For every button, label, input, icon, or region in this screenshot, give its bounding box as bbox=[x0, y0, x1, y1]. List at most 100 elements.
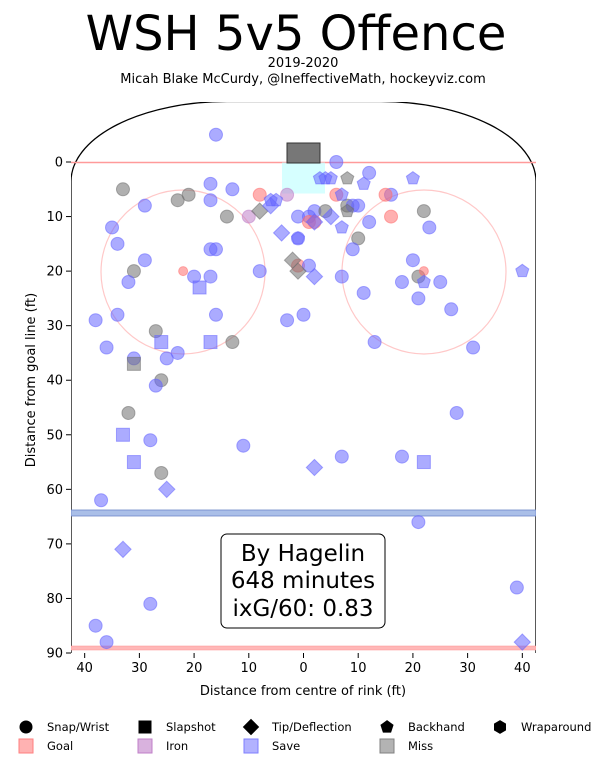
annotation-box: By Hagelin 648 minutes ixG/60: 0.83 bbox=[220, 533, 386, 629]
legend-label-square: Slapshot bbox=[166, 720, 216, 734]
shot-marker-miss bbox=[181, 187, 196, 202]
shot-marker-save bbox=[114, 540, 132, 559]
shot-marker-save bbox=[99, 340, 114, 355]
x-tick-label: 30 bbox=[131, 661, 148, 676]
shot-marker-save bbox=[334, 449, 349, 464]
y-tick-label: 30 bbox=[46, 319, 63, 334]
shot-marker-save bbox=[157, 480, 176, 499]
y-tick-label: 70 bbox=[46, 537, 63, 552]
shot-marker-miss bbox=[115, 182, 130, 197]
shot-marker-save bbox=[422, 220, 437, 235]
shot-marker-goal bbox=[178, 266, 189, 277]
legend-label-save: Save bbox=[272, 739, 300, 753]
y-axis-label: Distance from goal line (ft) bbox=[24, 293, 39, 467]
y-axis-ticks: 0 10 20 30 40 50 60 70 80 90 bbox=[46, 156, 71, 662]
shot-marker-miss bbox=[289, 262, 307, 280]
shot-marker-save bbox=[416, 455, 431, 470]
shot-marker-save bbox=[411, 291, 426, 306]
shot-marker-save bbox=[509, 580, 524, 595]
legend-label-pentagon: Backhand bbox=[408, 720, 465, 734]
legend-label-diamond: Tip/Deflection bbox=[271, 720, 352, 734]
shot-marker-save bbox=[88, 618, 103, 633]
shot-marker-miss bbox=[351, 231, 366, 246]
shot-marker-save bbox=[305, 267, 324, 286]
shot-marker-save bbox=[334, 220, 349, 234]
shot-marker-save bbox=[305, 458, 324, 477]
shot-marker-iron bbox=[280, 187, 295, 202]
y-tick-label: 10 bbox=[46, 210, 63, 225]
shot-marker-save bbox=[110, 236, 125, 251]
x-axis-label: Distance from centre of rink (ft) bbox=[200, 684, 406, 699]
shot-marker-miss bbox=[225, 335, 240, 350]
x-tick-label: 0 bbox=[299, 661, 307, 676]
shot-marker-goal bbox=[378, 187, 393, 202]
shot-marker-save bbox=[236, 438, 251, 453]
shot-marker-miss bbox=[416, 204, 431, 219]
y-tick-label: 50 bbox=[46, 428, 63, 443]
shot-marker-save bbox=[88, 313, 103, 328]
shot-marker-save bbox=[99, 635, 114, 650]
shot-marker-save bbox=[301, 258, 316, 273]
x-tick-label: 40 bbox=[514, 661, 531, 676]
y-tick-label: 0 bbox=[55, 156, 63, 171]
shot-marker-save bbox=[433, 275, 448, 290]
shot-marker-save bbox=[416, 274, 431, 289]
shot-marker-miss bbox=[340, 170, 355, 185]
shot-marker-save bbox=[362, 215, 377, 230]
shot-marker-save bbox=[203, 193, 218, 208]
annotation-minutes: 648 minutes bbox=[231, 568, 375, 594]
annotation-player: By Hagelin bbox=[241, 541, 365, 567]
shot-marker-save bbox=[208, 127, 223, 142]
x-tick-label: 10 bbox=[241, 661, 258, 676]
shot-marker-save bbox=[225, 182, 240, 197]
shot-marker-save bbox=[345, 242, 360, 257]
x-tick-label: 20 bbox=[186, 661, 203, 676]
shot-marker-miss bbox=[126, 264, 141, 279]
shot-marker-miss bbox=[126, 356, 141, 371]
shot-marker-save bbox=[296, 307, 311, 322]
x-tick-label: 30 bbox=[459, 661, 476, 676]
shot-marker-save bbox=[272, 224, 291, 242]
shot-marker-save bbox=[362, 165, 377, 180]
shot-marker-save bbox=[405, 170, 420, 185]
legend: Snap/Wrist Slapshot Tip/Deflection Backhand… bbox=[18, 718, 591, 754]
chart-subtitle: 2019-2020 bbox=[268, 56, 339, 71]
shot-marker-save bbox=[170, 345, 185, 360]
legend-label-circle: Snap/Wrist bbox=[47, 720, 110, 734]
shot-marker-save bbox=[515, 263, 530, 278]
x-tick-label: 10 bbox=[350, 661, 367, 676]
shot-marker-save bbox=[269, 192, 284, 207]
shot-marker-save bbox=[115, 427, 130, 442]
shot-marker-miss bbox=[170, 193, 185, 208]
shot-marker-save bbox=[203, 176, 218, 191]
shot-marker-iron bbox=[241, 209, 256, 224]
shot-marker-save bbox=[334, 269, 349, 284]
shot-marker-goal bbox=[384, 209, 399, 224]
shot-marker-save bbox=[203, 335, 218, 350]
shot-marker-save bbox=[110, 307, 125, 322]
shot-marker-save bbox=[367, 335, 382, 350]
shot-marker-save bbox=[394, 275, 409, 290]
y-tick-label: 40 bbox=[46, 374, 63, 389]
y-tick-label: 20 bbox=[46, 265, 63, 280]
chart-credit: Micah Blake McCurdy, @IneffectiveMath, h… bbox=[120, 72, 486, 87]
shot-marker-miss bbox=[154, 465, 169, 480]
legend-swatch-iron bbox=[137, 738, 153, 754]
shot-marker-save bbox=[323, 170, 338, 185]
legend-hexagon-icon bbox=[494, 720, 506, 734]
legend-label-hexagon: Wraparound bbox=[521, 720, 591, 734]
shot-marker-save bbox=[394, 449, 409, 464]
shot-marker-save bbox=[321, 207, 340, 226]
shot-marker-save bbox=[334, 187, 349, 201]
shot-marker-save bbox=[208, 307, 223, 322]
shot-marker-goal bbox=[252, 187, 267, 202]
shot-marker-save bbox=[444, 302, 459, 317]
shot-marker-save bbox=[356, 176, 371, 190]
annotation-ixg: ixG/60: 0.83 bbox=[232, 596, 373, 622]
shot-marker-save bbox=[449, 405, 464, 420]
shot-marker-save bbox=[121, 275, 136, 290]
y-tick-label: 80 bbox=[46, 592, 63, 607]
shot-marker-save bbox=[203, 269, 218, 284]
legend-circle-icon bbox=[19, 720, 33, 734]
shot-marker-save bbox=[351, 198, 366, 213]
